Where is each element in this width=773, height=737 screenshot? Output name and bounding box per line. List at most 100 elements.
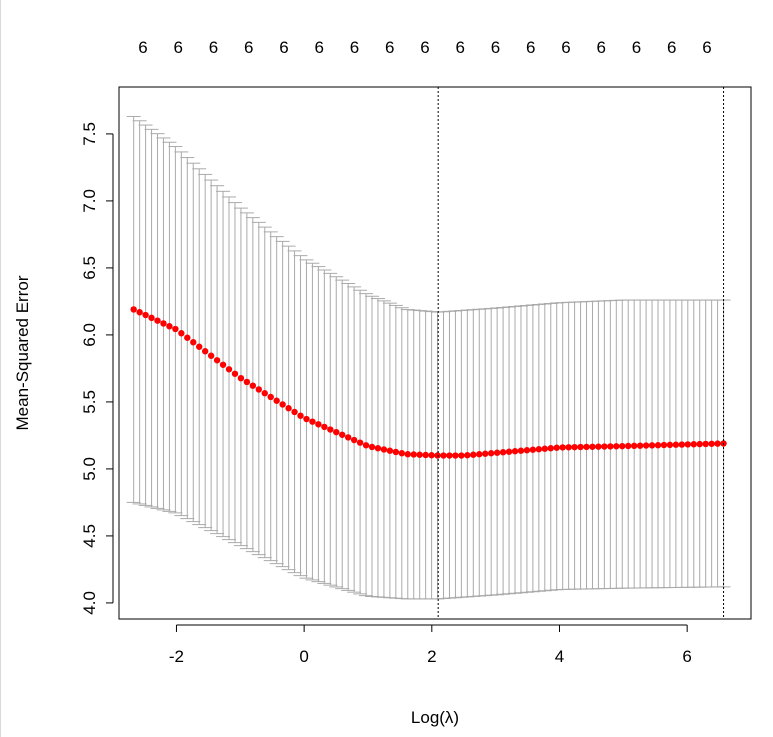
mse-point xyxy=(130,306,137,313)
top-axis-label: 6 xyxy=(138,38,147,57)
mse-point xyxy=(476,451,483,458)
y-tick-label: 4.0 xyxy=(80,591,99,615)
mse-point xyxy=(672,441,680,448)
top-axis: 6 6 6 6 6 6 6 6 6 6 6 6 6 6 6 6 6 xyxy=(138,38,711,57)
top-axis-label: 6 xyxy=(667,38,676,57)
mse-point xyxy=(339,431,346,438)
mse-point xyxy=(148,314,155,322)
mse-point xyxy=(416,451,423,458)
mse-point xyxy=(356,439,364,446)
x-tick-label: 2 xyxy=(427,647,436,666)
mse-point xyxy=(321,423,328,431)
top-axis-label: 6 xyxy=(279,38,288,57)
top-axis-label: 6 xyxy=(491,38,500,57)
mse-point xyxy=(166,323,173,330)
mse-point xyxy=(422,451,429,459)
mse-point xyxy=(142,311,149,319)
top-axis-label: 6 xyxy=(456,38,465,57)
mse-point xyxy=(589,443,596,450)
mse-point xyxy=(535,446,543,453)
top-axis-label: 6 xyxy=(702,38,711,57)
top-axis-label: 6 xyxy=(209,38,218,57)
mse-point xyxy=(201,348,209,355)
mse-point xyxy=(309,418,316,425)
y-axis: 4.0 4.5 5.0 5.5 6.0 6.5 7.0 7.5 xyxy=(80,122,114,615)
mse-point xyxy=(249,382,257,389)
mse-point xyxy=(219,361,227,368)
mse-point xyxy=(237,374,245,382)
top-axis-label: 6 xyxy=(420,38,429,57)
mse-point xyxy=(553,444,560,451)
mse-point xyxy=(684,441,691,448)
mse-point xyxy=(184,334,191,341)
mse-point xyxy=(350,436,358,444)
y-tick-label: 6.0 xyxy=(80,323,99,347)
mse-point xyxy=(708,440,715,447)
mse-point xyxy=(368,443,376,451)
mse-point xyxy=(303,415,310,423)
mse-point xyxy=(636,442,644,449)
y-tick-label: 5.0 xyxy=(80,457,99,481)
mse-point xyxy=(541,445,549,452)
mse-point xyxy=(714,440,721,447)
mse-point xyxy=(458,452,465,459)
mse-point xyxy=(690,441,697,448)
mse-point xyxy=(630,442,638,450)
mse-point xyxy=(523,447,531,454)
mse-point xyxy=(505,448,513,455)
mse-point xyxy=(243,378,251,386)
mse-point xyxy=(315,421,322,428)
x-axis: -2 0 2 4 6 xyxy=(169,624,692,666)
mse-point xyxy=(619,442,626,450)
mse-point xyxy=(404,451,411,458)
mse-point xyxy=(666,441,674,449)
mse-point xyxy=(344,434,352,441)
x-tick-label: -2 xyxy=(169,647,184,666)
mse-point xyxy=(213,357,221,364)
mse-point xyxy=(547,445,554,452)
mse-point xyxy=(601,443,608,450)
top-axis-label: 6 xyxy=(315,38,324,57)
mse-point xyxy=(577,443,584,451)
top-axis-label: 6 xyxy=(244,38,253,57)
y-axis-title: Mean-Squared Error xyxy=(13,275,32,430)
reference-lines-group xyxy=(437,87,725,619)
mse-point xyxy=(261,390,268,397)
mse-point xyxy=(702,440,709,448)
top-axis-label: 6 xyxy=(385,38,394,57)
mse-point xyxy=(452,452,459,459)
y-tick-label: 5.5 xyxy=(80,390,99,414)
mse-point xyxy=(255,386,263,393)
mse-point xyxy=(190,339,197,346)
mse-point xyxy=(678,441,686,448)
mse-point xyxy=(434,452,441,459)
top-axis-label: 6 xyxy=(632,38,641,57)
mse-point xyxy=(470,451,477,458)
mse-point xyxy=(136,309,143,316)
mse-point xyxy=(267,393,274,401)
mse-point xyxy=(386,447,394,454)
mse-point xyxy=(196,343,203,350)
mse-point xyxy=(178,330,185,337)
mse-point xyxy=(571,443,578,451)
points-group xyxy=(130,306,727,459)
x-tick-label: 6 xyxy=(682,647,691,666)
mse-point xyxy=(207,352,215,359)
mse-point xyxy=(482,450,489,457)
mse-point xyxy=(333,428,340,436)
mse-point xyxy=(327,426,334,433)
mse-point xyxy=(160,320,167,327)
mse-point xyxy=(696,440,703,448)
mse-point xyxy=(231,370,239,377)
mse-point xyxy=(446,452,453,459)
mse-point xyxy=(529,446,537,453)
top-axis-label: 6 xyxy=(350,38,359,57)
mse-point xyxy=(297,412,304,419)
mse-point xyxy=(517,447,525,454)
top-axis-label: 6 xyxy=(597,38,606,57)
mse-point xyxy=(464,452,471,459)
mse-point xyxy=(642,442,650,449)
mse-point xyxy=(583,443,590,451)
